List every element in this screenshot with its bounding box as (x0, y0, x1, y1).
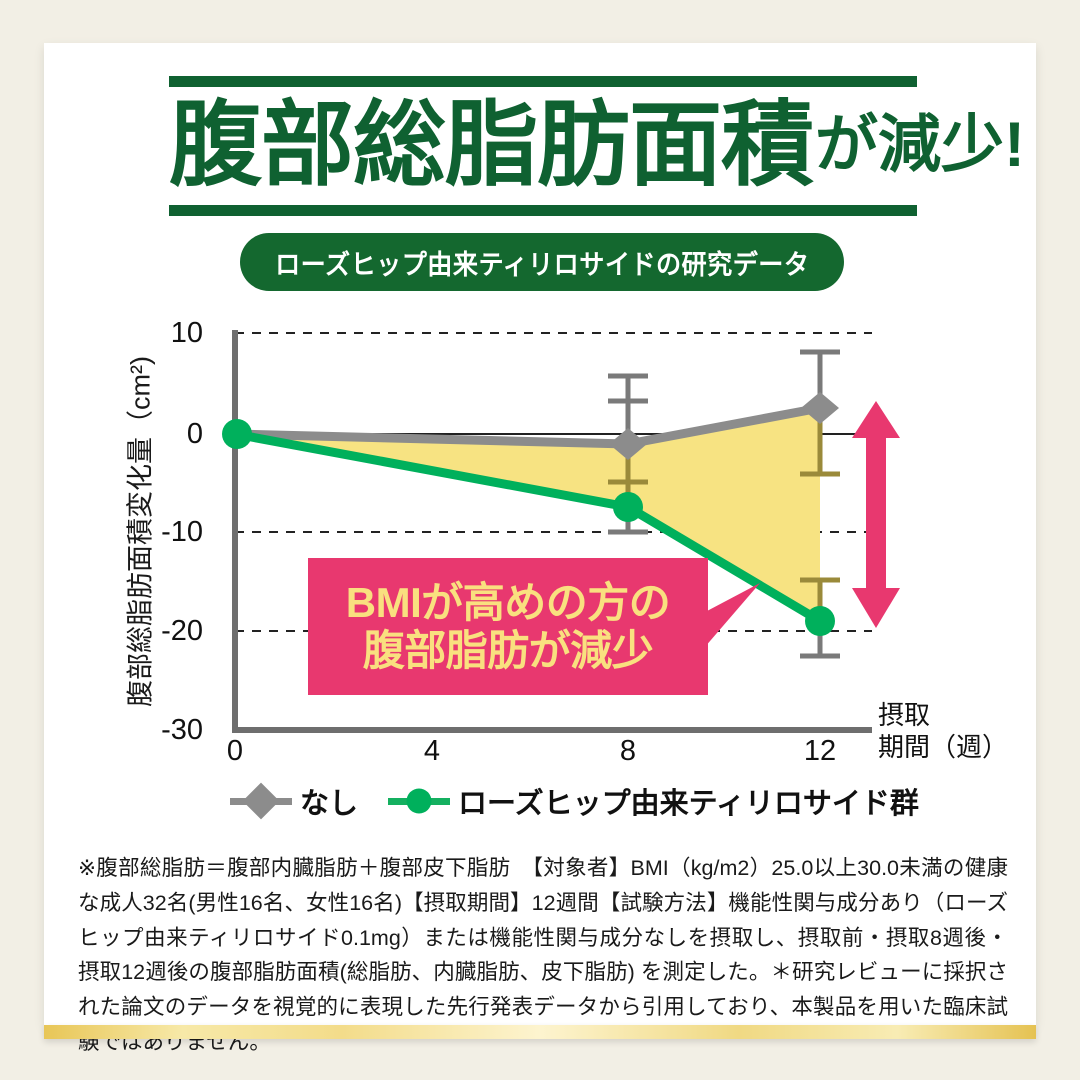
subtitle-pill: ローズヒップ由来ティリロサイドの研究データ (240, 233, 844, 291)
error-bar-gray-week12-lower (800, 408, 840, 477)
legend-swatch-tiliroside (388, 788, 451, 814)
legend-item-none: なし (230, 780, 358, 822)
marker-none-week12 (801, 392, 839, 424)
diamond-marker-icon (242, 782, 280, 820)
title-rule-top (169, 76, 917, 87)
x-axis-label-line2: 期間（週） (878, 731, 1009, 762)
page-title-main: 腹部総脂肪面積 (169, 92, 814, 197)
marker-tiliroside-week0 (222, 419, 252, 449)
y-tick--20: -20 (161, 615, 203, 647)
marker-none-week8 (609, 428, 647, 460)
y-tick--30: -30 (161, 714, 203, 746)
footnote-text: ※腹部総脂肪＝腹部内臓脂肪＋腹部皮下脂肪 【対象者】BMI（kg/m2）25.0… (78, 856, 1008, 1055)
x-tick-8: 8 (619, 735, 637, 767)
x-tick-0: 0 (226, 735, 244, 767)
x-axis-label-line1: 摂取 (878, 700, 931, 730)
page-title-suffix: が減少! (815, 109, 1025, 180)
y-tick--10: -10 (161, 516, 203, 548)
legend-label-tiliroside: ローズヒップ由来ティリロサイド群 (458, 788, 919, 820)
y-tick-10: 10 (170, 317, 203, 349)
circle-marker-icon (406, 788, 432, 814)
error-bar-gray-week12 (800, 349, 840, 408)
callout-box: BMIが高めの方の 腹部脂肪が減少 (308, 558, 708, 695)
error-bar-green-week12-lower (800, 621, 840, 659)
page-title: 腹部総脂肪面積 が減少! (169, 86, 1025, 204)
x-axis-label: 摂取 期間（週） (878, 700, 1008, 763)
chart-legend: なし ローズヒップ由来ティリロサイド群 (230, 780, 919, 822)
callout-line-2: 腹部脂肪が減少 (362, 626, 654, 674)
series-line-none (234, 403, 821, 449)
gold-accent-bar (44, 1025, 1036, 1039)
legend-label-none: なし (300, 788, 359, 820)
y-tick-0: 0 (186, 418, 203, 450)
callout-line-1: BMIが高めの方の (345, 579, 671, 627)
legend-swatch-none (230, 782, 292, 820)
marker-tiliroside-week12 (805, 606, 835, 636)
x-tick-12: 12 (803, 735, 837, 767)
x-tick-4: 4 (423, 735, 441, 767)
subtitle-pill-label: ローズヒップ由来ティリロサイドの研究データ (274, 249, 810, 280)
difference-double-arrow (852, 401, 900, 628)
title-rule-bottom (169, 205, 917, 216)
error-bar-green-week12 (800, 577, 840, 621)
legend-item-tiliroside: ローズヒップ由来ティリロサイド群 (388, 780, 919, 822)
error-bar-green-week8-lower (608, 507, 648, 535)
marker-tiliroside-week8 (613, 492, 643, 522)
error-bar-gray-week8 (608, 373, 648, 451)
